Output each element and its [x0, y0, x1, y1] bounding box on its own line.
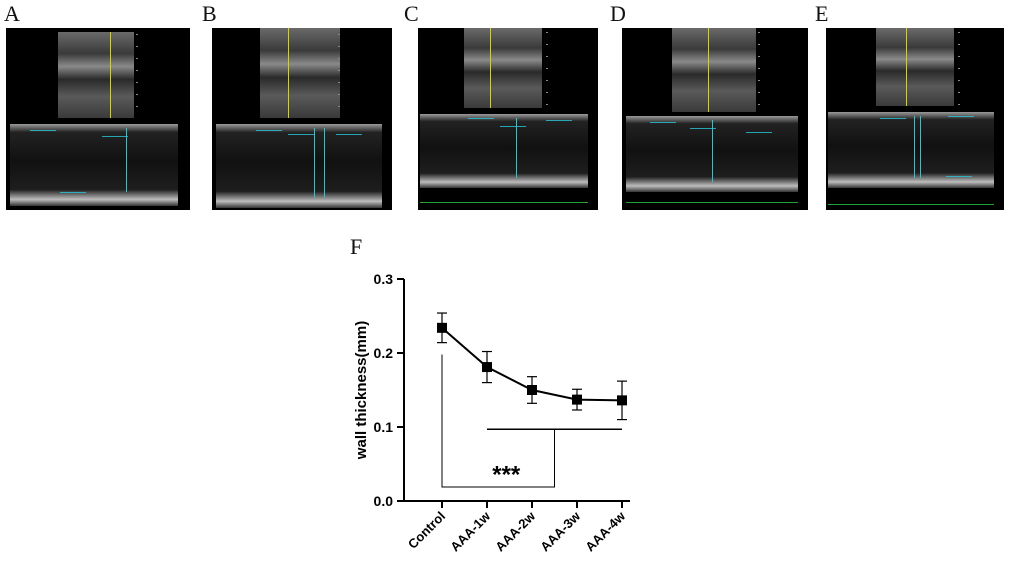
y-axis-label: wall thickness(mm)	[353, 321, 370, 460]
ultrasound-image-b	[212, 28, 392, 210]
b-mode-view	[260, 28, 340, 118]
panel-letter-d: D	[610, 1, 626, 26]
m-mode-trace	[216, 124, 382, 208]
panel-letter-f: F	[350, 234, 362, 259]
significance-bracket	[441, 354, 555, 488]
significance-label: ***	[492, 462, 521, 489]
wall-thickness-chart: F 0.0 0.1 0.2 0.3 wall thickness(mm) Control A…	[330, 230, 660, 572]
b-mode-view	[464, 28, 542, 108]
m-mode-trace	[420, 114, 588, 188]
x-tick-label: AAA-4w	[582, 508, 628, 554]
b-mode-view	[672, 28, 756, 112]
ultrasound-image-a	[6, 28, 190, 210]
ecg-trace	[828, 204, 994, 205]
x-tick-label: AAA-2w	[492, 508, 538, 554]
x-tick-label: Control	[405, 509, 448, 552]
y-tick-label: 0.2	[374, 345, 394, 361]
ultrasound-image-d	[622, 28, 808, 210]
m-mode-trace	[828, 112, 994, 188]
data-point	[437, 322, 447, 333]
y-tick-label: 0.1	[374, 419, 394, 435]
b-mode-view	[876, 28, 954, 106]
panel-letter-a: A	[4, 1, 20, 26]
y-tick-label: 0.0	[374, 493, 394, 509]
data-point	[527, 385, 537, 395]
m-mode-trace	[626, 116, 798, 192]
ecg-trace	[420, 202, 588, 203]
data-point	[617, 395, 627, 406]
x-tick-label: AAA-1w	[447, 508, 493, 554]
panel-letter-e: E	[815, 1, 829, 26]
ecg-trace	[626, 202, 798, 203]
data-point	[482, 362, 492, 373]
panel-letter-b: B	[202, 1, 217, 26]
ultrasound-image-e	[826, 28, 1004, 210]
y-tick-label: 0.3	[374, 271, 394, 287]
x-tick-label: AAA-3w	[537, 508, 583, 554]
b-mode-view	[58, 32, 134, 118]
ultrasound-image-c	[418, 28, 598, 210]
data-point	[572, 394, 582, 405]
panel-letter-c: C	[404, 1, 419, 26]
m-mode-trace	[10, 124, 178, 206]
